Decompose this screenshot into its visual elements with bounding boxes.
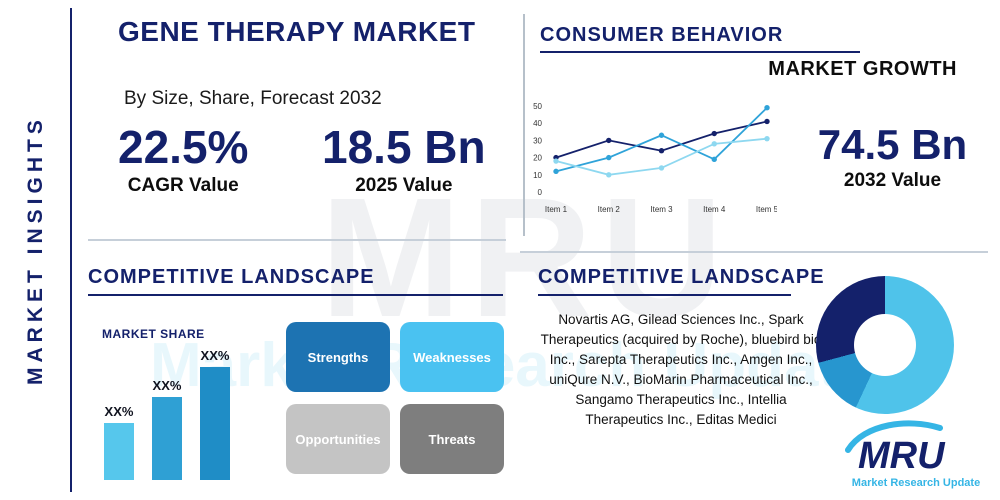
- logo-wordmark: MRU: [858, 435, 946, 477]
- donut-hole: [854, 314, 916, 376]
- logo-swoosh-icon: [845, 420, 943, 453]
- swot-weaknesses-label: Weaknesses: [413, 349, 491, 365]
- swot-threats: Threats: [400, 404, 504, 474]
- bar-value-label: XX%: [152, 378, 182, 393]
- competitive-landscape-left-underline: [88, 294, 503, 296]
- swot-threats-label: Threats: [428, 431, 476, 447]
- cagr-value: 22.5%: [118, 121, 249, 173]
- line-series-series-medium: [555, 107, 768, 173]
- x-axis-tick: Item 4: [703, 205, 726, 214]
- competitive-landscape-right-title: COMPETITIVE LANDSCAPE: [538, 266, 825, 288]
- swot-strengths-label: Strengths: [307, 349, 369, 365]
- label-2025: 2025 Value: [355, 174, 453, 196]
- data-point: [553, 168, 559, 175]
- horizontal-divider-right: [520, 251, 988, 253]
- stat-2025-value: 18.5 Bn 2025 Value: [322, 122, 486, 197]
- bar-value-label: XX%: [104, 404, 134, 419]
- donut-chart: [816, 276, 954, 414]
- data-point: [658, 148, 665, 154]
- y-axis-tick: 20: [533, 154, 542, 163]
- x-axis-tick: Item 3: [650, 205, 673, 214]
- swot-strengths: Strengths: [286, 322, 390, 392]
- label-2032: 2032 Value: [843, 170, 942, 192]
- horizontal-divider-left: [88, 239, 506, 241]
- data-point: [553, 158, 559, 164]
- value-2025: 18.5 Bn: [322, 121, 486, 173]
- stat-cagr: 22.5% CAGR Value: [118, 122, 248, 197]
- data-point: [658, 132, 665, 138]
- x-axis-tick: Item 5: [756, 205, 777, 214]
- data-point: [606, 172, 612, 178]
- competitive-landscape-left-title: COMPETITIVE LANDSCAPE: [88, 266, 375, 288]
- data-point: [711, 130, 717, 137]
- bar-item-1: XX%: [104, 404, 134, 480]
- market-growth-title: MARKET GROWTH: [768, 58, 957, 80]
- competitive-landscape-right-underline: [538, 294, 791, 296]
- top-vertical-divider: [523, 14, 525, 236]
- logo-tagline: Market Research Update: [852, 477, 980, 489]
- data-point: [606, 137, 612, 144]
- data-point: [764, 118, 770, 125]
- y-axis-tick: 40: [533, 119, 542, 128]
- bar-item-3: XX%: [200, 348, 230, 480]
- consumer-behavior-underline: [540, 51, 860, 53]
- bar: [104, 423, 134, 480]
- data-point: [711, 141, 717, 147]
- stat-2032-value: 74.5 Bn 2032 Value: [795, 121, 990, 192]
- mru-logo: MRU Market Research Update: [845, 420, 980, 489]
- data-point: [764, 105, 770, 111]
- data-point: [658, 165, 665, 171]
- swot-opportunities: Opportunities: [286, 404, 390, 474]
- value-2032: 74.5 Bn: [817, 121, 968, 168]
- bar: [152, 397, 182, 480]
- y-axis-tick: 0: [538, 188, 543, 197]
- sidebar-divider-line: [70, 8, 72, 492]
- page-subtitle: By Size, Share, Forecast 2032: [124, 88, 382, 109]
- company-list: Novartis AG, Gilead Sciences Inc., Spark…: [540, 312, 822, 427]
- data-point: [606, 154, 612, 161]
- page-title: GENE THERAPY MARKET: [118, 16, 476, 47]
- bar: [200, 367, 230, 480]
- market-share-bar-chart: XX% XX% XX%: [104, 345, 284, 480]
- swot-opportunities-label: Opportunities: [295, 431, 381, 447]
- y-axis-tick: 50: [533, 102, 542, 111]
- swot-weaknesses: Weaknesses: [400, 322, 504, 392]
- consumer-behavior-title: CONSUMER BEHAVIOR: [540, 24, 784, 46]
- data-point: [764, 135, 770, 142]
- y-axis-tick: 10: [533, 171, 542, 180]
- x-axis-tick: Item 1: [545, 205, 568, 214]
- swot-grid: Strengths Weaknesses Opportunities Threa…: [286, 322, 504, 474]
- cagr-label: CAGR Value: [127, 174, 239, 196]
- data-point: [711, 156, 717, 163]
- y-axis-tick: 30: [533, 136, 542, 145]
- market-share-label: MARKET SHARE: [102, 327, 205, 341]
- market-growth-line-chart: 0 10 20 30 40 50 Item 1 Item 2 Item 3 Item 4 Item …: [533, 102, 777, 214]
- x-axis-tick: Item 2: [598, 205, 621, 214]
- sidebar-vertical-label: MARKET INSIGHTS: [24, 115, 47, 385]
- bar-item-2: XX%: [152, 378, 182, 480]
- bar-value-label: XX%: [200, 348, 230, 363]
